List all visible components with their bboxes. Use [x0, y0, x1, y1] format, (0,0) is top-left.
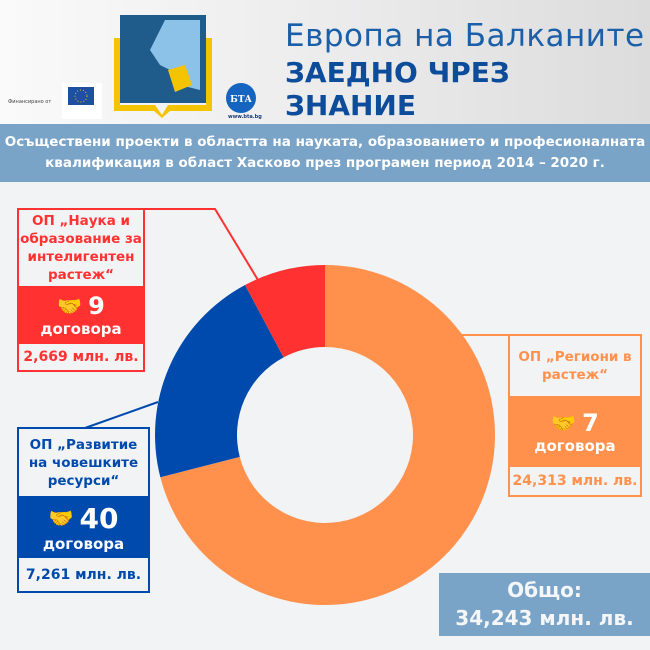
svg-text:БТА: БТА — [230, 95, 252, 105]
handshake-icon: 🤝 — [57, 294, 83, 318]
total-label: Общо: — [507, 578, 582, 602]
title-line-1: Европа на Балканите — [285, 18, 645, 54]
callout-count-block: 🤝 7 договора — [510, 396, 640, 467]
callout-blue: ОП „Развитие на човешките ресурси“ 🤝 40 д… — [17, 427, 150, 593]
callout-title: ОП „Развитие на човешките ресурси“ — [28, 436, 139, 489]
callout-amount: 24,313 млн. лв. — [512, 473, 638, 489]
handshake-icon: 🤝 — [48, 506, 74, 530]
contract-count: 9 — [88, 292, 105, 320]
segment-science-education — [245, 265, 325, 358]
callout-count-block: 🤝 9 договора — [19, 286, 143, 344]
red-connector-line — [145, 208, 259, 281]
contract-count: 7 — [582, 408, 599, 437]
header — [0, 0, 650, 124]
callout-amount: 7,261 млн. лв. — [25, 566, 142, 583]
total-box: Общо: 34,243 млн. лв. — [439, 573, 650, 636]
total-value: 34,243 млн. лв. — [455, 606, 634, 630]
callout-orange: ОП „Региони в растеж“ 🤝 7 договора 24,313… — [508, 334, 642, 497]
handshake-icon: 🤝 — [551, 410, 577, 435]
contract-count: 40 — [79, 501, 119, 535]
funded-by-label: Финансирано от — [8, 99, 52, 105]
segment-regions — [160, 265, 495, 606]
callout-title: ОП „Наука и образование за интелигентен … — [20, 213, 142, 283]
subtitle-banner: Осъществени проекти в областта на наукат… — [0, 124, 650, 182]
callout-red: ОП „Наука и образование за интелигентен … — [17, 208, 145, 372]
eu-flag-logo — [62, 83, 102, 119]
title-line-2: ЗАЕДНО ЧРЕЗ ЗНАНИЕ — [285, 56, 510, 122]
europe-book-logo — [114, 15, 212, 118]
bta-logo: БТА — [226, 83, 256, 113]
callout-count-block: 🤝 40 договора — [19, 496, 148, 558]
segment-human-resources — [154, 284, 284, 478]
bta-url: www.bta.bg — [228, 114, 262, 120]
contract-label: договора — [42, 534, 125, 553]
contract-label: договора — [40, 320, 122, 338]
callout-amount: 2,669 млн. лв. — [23, 349, 139, 365]
callout-title: ОП „Региони в растеж“ — [518, 349, 632, 383]
blue-connector-line — [84, 401, 159, 429]
contract-label: договора — [534, 436, 616, 455]
